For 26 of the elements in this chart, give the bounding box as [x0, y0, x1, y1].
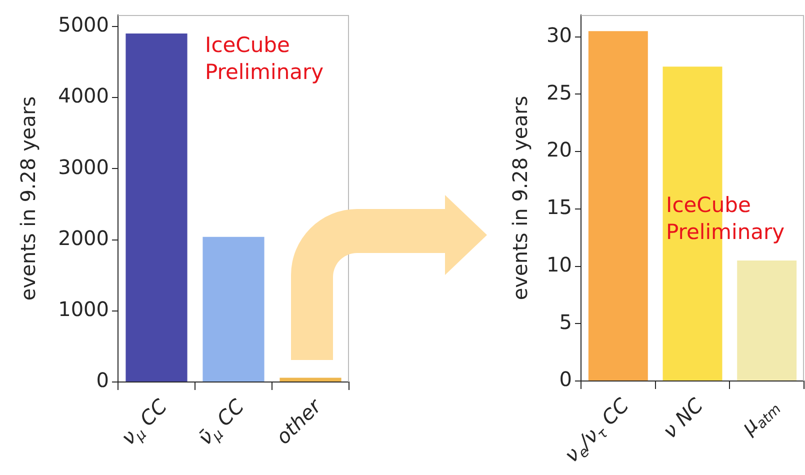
bar	[202, 236, 264, 382]
x-tick-label: νμ CC	[116, 394, 172, 450]
y-tick-label: 0	[96, 368, 109, 392]
y-tick-label: 20	[546, 138, 572, 162]
bar	[280, 378, 342, 382]
y-tick-label: 3000	[58, 154, 109, 179]
x-tick-label: ν̄μ CC	[193, 394, 249, 450]
y-tick-label: 0	[559, 367, 572, 392]
y-axis-title: events in 9.28 years	[16, 96, 40, 301]
x-tick-label: ν NC	[658, 393, 708, 444]
y-tick-label: 5000	[58, 12, 109, 37]
y-axis-title: events in 9.28 years	[508, 96, 532, 300]
y-tick-label: 4000	[58, 84, 109, 108]
bar	[737, 260, 797, 380]
y-tick-label: 15	[546, 195, 572, 220]
y-tick-label: 25	[546, 80, 572, 104]
x-tick-label: νe/ντ CC	[560, 393, 634, 468]
y-tick-label: 5	[559, 310, 572, 334]
x-tick-label: μatm	[736, 401, 784, 440]
y-tick-label: 1000	[58, 297, 109, 322]
bar	[126, 33, 188, 382]
y-tick-label: 10	[546, 252, 572, 276]
annotation: IceCube Preliminary	[205, 32, 325, 86]
y-tick-label: 2000	[58, 226, 109, 250]
bar	[588, 31, 648, 380]
y-tick-label: 30	[546, 23, 572, 47]
